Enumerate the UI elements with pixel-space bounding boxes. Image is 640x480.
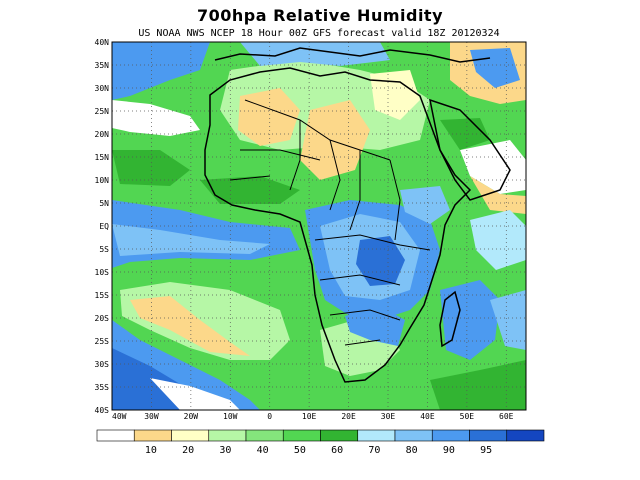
- colorbar-label: 60: [331, 445, 343, 456]
- colorbar-label: 40: [257, 445, 269, 456]
- field-indian-darkgreen: [430, 360, 526, 410]
- field-arabia-white: [460, 140, 526, 194]
- lat-label: 5N: [99, 199, 109, 208]
- field-south-white: [150, 378, 240, 410]
- colorbar: [96, 429, 545, 442]
- lon-label: 50E: [460, 412, 475, 421]
- field-south-africa-blue: [345, 306, 405, 346]
- field-atlantic-light-blue: [112, 224, 270, 256]
- field-sahara-yellow-west: [238, 88, 300, 146]
- map-frame: [111, 41, 527, 411]
- lon-label: 40E: [420, 412, 435, 421]
- field-indian-se-blue: [490, 290, 526, 350]
- field-north-blue-med: [240, 42, 390, 66]
- map-title: 700hpa Relative Humidity: [197, 6, 443, 25]
- colorbar-swatch: [469, 429, 508, 442]
- colorbar-swatch: [506, 429, 545, 442]
- colorbar-swatch: [320, 429, 359, 442]
- lat-label: 5S: [99, 245, 109, 254]
- colorbar-swatch: [394, 429, 433, 442]
- colorbar-swatch: [282, 429, 321, 442]
- lat-label: 35S: [95, 383, 110, 392]
- colorbar-swatch: [171, 429, 210, 442]
- colorbar-label: 10: [145, 445, 157, 456]
- field-sahara-yellow-center: [300, 100, 370, 180]
- lat-label: 25S: [95, 337, 110, 346]
- humidity-field: [112, 42, 526, 410]
- lat-lon-grid: [112, 42, 526, 410]
- field-east-africa-lightblue: [400, 186, 450, 224]
- colorbar-label: 70: [368, 445, 380, 456]
- lat-label: EQ: [99, 222, 109, 231]
- arabia-coastline: [429, 98, 511, 201]
- lat-label: 10N: [95, 176, 110, 185]
- field-arabia-yellow: [470, 176, 526, 214]
- field-west-atlantic-white: [112, 100, 200, 136]
- lon-label: 30W: [144, 412, 159, 421]
- lon-label: 60E: [499, 412, 514, 421]
- field-sahel-darkgreen: [200, 176, 300, 204]
- colorbar-swatch: [431, 429, 470, 442]
- lat-label: 20N: [95, 130, 110, 139]
- lat-label: 15S: [95, 291, 110, 300]
- lat-label: 10S: [95, 268, 110, 277]
- map-subtitle: US NOAA NWS NCEP 18 Hour 00Z GFS forecas…: [138, 28, 500, 39]
- lat-label: 30S: [95, 360, 110, 369]
- latitude-labels: 40N 35N 30N 25N 20N 15N 10N 5N EQ 5S 10S 15S 20S 25S 3…: [95, 38, 110, 415]
- lat-label: 20S: [95, 314, 110, 323]
- field-north-atlantic-blue: [112, 42, 210, 100]
- colorbar-label: 30: [219, 445, 231, 456]
- lon-label: 10W: [223, 412, 238, 421]
- colorbar-label: 50: [294, 445, 306, 456]
- field-sahara-white-east: [370, 70, 420, 120]
- colorbar-swatch: [357, 429, 396, 442]
- colorbar-swatch: [245, 429, 284, 442]
- field-northeast-blue: [470, 48, 520, 88]
- colorbar-label: 80: [406, 445, 418, 456]
- coastlines: [204, 47, 511, 383]
- lon-label: 20W: [184, 412, 199, 421]
- colorbar-swatch: [133, 429, 172, 442]
- lon-label: 0: [267, 412, 272, 421]
- field-indian-blue: [440, 280, 500, 360]
- lon-label: 40W: [112, 412, 127, 421]
- lat-label: 35N: [95, 61, 110, 70]
- lat-label: 15N: [95, 153, 110, 162]
- field-congo-darkblue: [356, 236, 405, 286]
- colorbar-label: 90: [443, 445, 455, 456]
- field-indian-lightblue: [470, 210, 526, 270]
- longitude-labels: 40W 30W 20W 10W 0 10E 20E 30E 40E 50E 60E: [112, 412, 514, 421]
- lon-label: 10E: [302, 412, 317, 421]
- lat-label: 30N: [95, 84, 110, 93]
- colorbar-swatch: [208, 429, 247, 442]
- lat-label: 40N: [95, 38, 110, 47]
- country-borders: [229, 99, 431, 346]
- colorbar-labels: 10 20 30 40 50 60 70 80 90 95: [145, 445, 492, 456]
- lon-label: 30E: [381, 412, 396, 421]
- colorbar-label: 20: [182, 445, 194, 456]
- field-atlantic-darkgreen: [112, 150, 190, 186]
- lat-label: 25N: [95, 107, 110, 116]
- madagascar-coastline: [439, 290, 461, 348]
- africa-coastline: [204, 67, 472, 383]
- colorbar-swatch: [96, 429, 135, 442]
- europe-coastline: [214, 47, 491, 63]
- lat-label: 40S: [95, 406, 110, 415]
- colorbar-label: 95: [480, 445, 492, 456]
- lon-label: 20E: [341, 412, 356, 421]
